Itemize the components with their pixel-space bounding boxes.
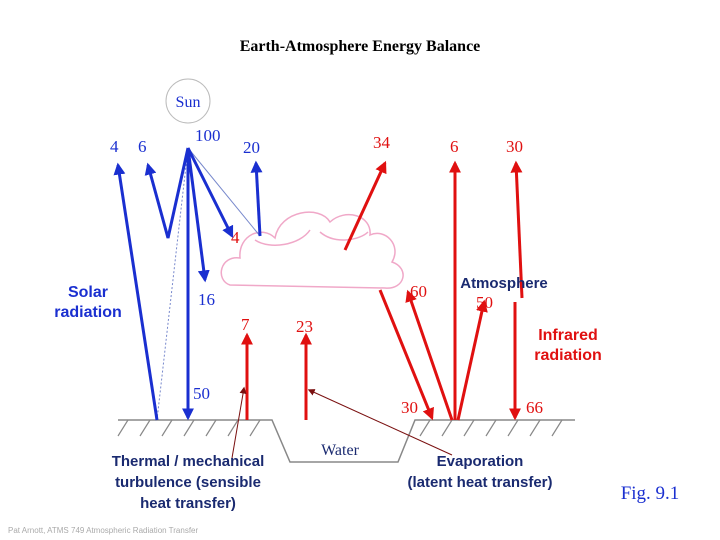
ground-hatch [117,419,563,437]
pointer [231,386,247,459]
footer: Pat Arnott, ATMS 749 Atmospheric Radiati… [8,526,199,535]
arrow-label: 7 [241,315,250,334]
cloud [220,211,404,289]
arrow-label: 4 [110,137,119,156]
arrow-label: 66 [526,398,543,417]
arrow-label: 6 [138,137,147,156]
arrow-label: 30 [401,398,418,417]
arrow-label: 100 [195,126,221,145]
atmosphere-label: Atmosphere [460,275,548,292]
arrow-label: 20 [243,138,260,157]
latent-label: Evaporation (latent heat transfer) [407,453,552,491]
pointer [307,389,453,456]
infrared-label: Infrared radiation [534,327,602,364]
sensible-label: Thermal / mechanical turbulence (sensible… [112,453,265,512]
arrow-label: 6 [450,137,459,156]
figure-label: Fig. 9.1 [621,483,680,504]
arrow-label: 34 [373,133,391,152]
sun-circle [165,78,211,124]
solar-radiation-label: Solar radiation [54,284,122,321]
arrow-label: 23 [296,317,313,336]
sun-label: Sun [176,94,201,111]
water-label: Water [321,442,359,459]
arrow-label: 30 [506,137,523,156]
title: Earth-Atmosphere Energy Balance [240,38,481,55]
arrow-label: 50 [193,384,210,403]
arrow-label: 60 [410,282,427,301]
arrow-label: 16 [198,290,215,309]
infrared-arrows [241,160,524,421]
arrow-label: 4 [231,228,240,247]
solar-arrows [113,147,263,421]
arrow-label: 50 [476,293,493,312]
